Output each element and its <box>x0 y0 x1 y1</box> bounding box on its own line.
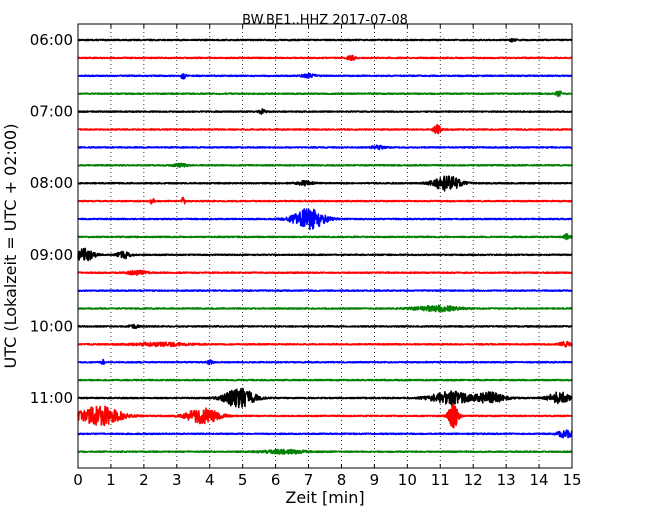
trace-0930 <box>77 289 573 292</box>
tick-layer: 0 1 2 3 4 5 6 7 8 9 10 11 12 13 14 1506:0007:0008:0009:… <box>30 24 582 489</box>
trace-0900 <box>77 247 573 262</box>
y-tick-label-08:00: 08:00 <box>30 174 73 192</box>
x-tick-label-5: 5 <box>238 471 248 489</box>
trace-layer <box>77 37 573 455</box>
chart-title: BW.BE1..HHZ 2017-07-08 <box>242 13 408 28</box>
x-tick-label-7: 7 <box>304 471 314 489</box>
trace-0845 <box>77 233 573 241</box>
trace-0945 <box>77 304 573 313</box>
x-tick-label-8: 8 <box>337 471 347 489</box>
x-tick-label-0: 0 <box>73 471 83 489</box>
x-tick-label-2: 2 <box>139 471 149 489</box>
trace-1045 <box>77 378 573 382</box>
trace-0745 <box>77 162 573 169</box>
y-tick-label-10:00: 10:00 <box>30 317 73 335</box>
x-tick-label-3: 3 <box>172 471 182 489</box>
trace-0815 <box>77 196 573 205</box>
y-axis-label: UTC (Lokalzeit = UTC + 02:00) <box>1 124 20 369</box>
trace-1130 <box>77 429 573 439</box>
trace-0715 <box>77 124 573 135</box>
y-tick-label-09:00: 09:00 <box>30 246 73 264</box>
x-tick-label-1: 1 <box>106 471 116 489</box>
trace-0600 <box>77 37 573 43</box>
trace-1115 <box>77 402 573 429</box>
plot-frame <box>77 23 573 469</box>
y-tick-label-07:00: 07:00 <box>30 103 73 121</box>
trace-1145 <box>77 448 573 455</box>
trace-0700 <box>77 108 573 115</box>
x-tick-label-14: 14 <box>530 471 549 489</box>
y-tick-label-11:00: 11:00 <box>30 389 73 407</box>
trace-0615 <box>77 54 573 62</box>
x-tick-label-6: 6 <box>271 471 281 489</box>
trace-1000 <box>77 323 573 330</box>
trace-0830 <box>77 208 573 231</box>
x-tick-label-11: 11 <box>431 471 450 489</box>
x-tick-label-13: 13 <box>497 471 516 489</box>
x-axis-label: Zeit [min] <box>285 488 364 507</box>
x-tick-label-4: 4 <box>205 471 215 489</box>
trace-0645 <box>77 90 573 98</box>
trace-0800 <box>77 175 573 192</box>
trace-0915 <box>77 269 573 276</box>
x-tick-label-9: 9 <box>370 471 380 489</box>
trace-0630 <box>77 72 573 80</box>
trace-0730 <box>77 144 573 151</box>
x-tick-label-12: 12 <box>464 471 483 489</box>
trace-1015 <box>77 340 573 348</box>
trace-1100 <box>77 387 573 409</box>
trace-1030 <box>77 358 573 366</box>
y-tick-label-06:00: 06:00 <box>30 31 73 49</box>
x-tick-label-10: 10 <box>398 471 417 489</box>
x-tick-label-15: 15 <box>562 471 581 489</box>
